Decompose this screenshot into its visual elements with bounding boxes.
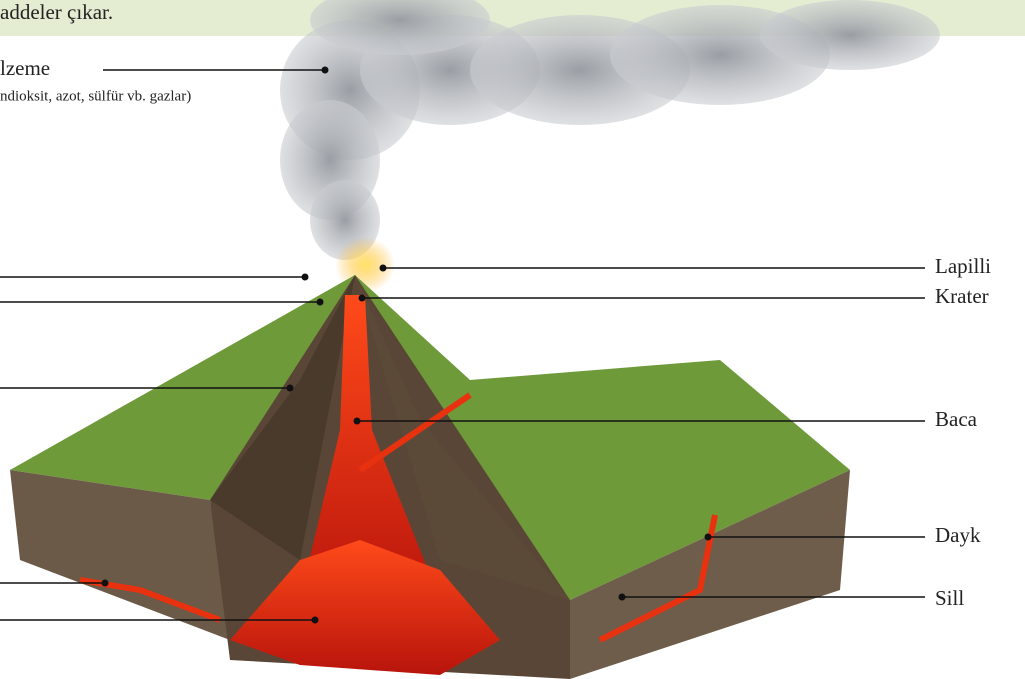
label: Dayk <box>935 523 981 547</box>
label: Baca <box>935 407 978 431</box>
header-text: addeler çıkar. <box>0 0 113 24</box>
leader-lines <box>0 66 925 624</box>
label: Krater <box>935 284 989 308</box>
sublabel: ndioksit, azot, sülfür vb. gazlar) <box>0 88 191 104</box>
label: Sill <box>935 586 964 610</box>
volcano-block <box>10 275 850 679</box>
label: lzeme <box>0 56 50 80</box>
label: Lapilli <box>935 254 991 278</box>
smoke-plume <box>280 0 940 260</box>
